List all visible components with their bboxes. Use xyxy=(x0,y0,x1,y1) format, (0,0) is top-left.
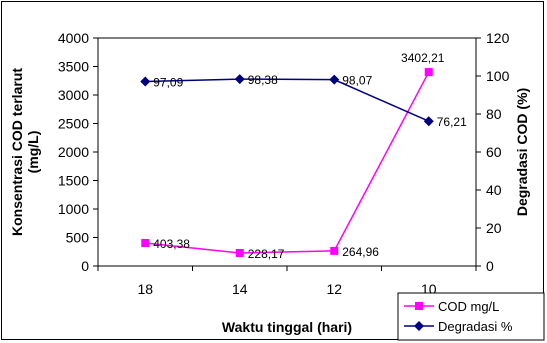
right-tick-label: 40 xyxy=(486,182,502,198)
data-label: 98,07 xyxy=(342,74,372,88)
left-tick-label: 2500 xyxy=(58,116,89,132)
data-labels: 403,38 228,17 264,96 3402,21 97,09 98,38 98,07… xyxy=(153,51,467,261)
right-axis: 0 20 40 60 80 100 120 xyxy=(476,30,510,274)
series-0-point xyxy=(141,239,150,248)
data-label: 403,38 xyxy=(153,237,190,251)
legend-marker-0 xyxy=(415,302,423,310)
x-axis: 18 14 12 10 xyxy=(97,266,477,297)
left-axis-title: Konsentrasi COD terlarut(mg/L) xyxy=(9,68,41,236)
left-tick-label: 1500 xyxy=(58,173,89,189)
right-tick-label: 100 xyxy=(486,68,510,84)
legend-marker-1 xyxy=(414,321,424,331)
left-tick-label: 2000 xyxy=(58,144,89,160)
legend-box xyxy=(397,292,545,341)
x-tick-label: 18 xyxy=(137,281,153,297)
data-label: 228,17 xyxy=(248,247,285,261)
right-tick-label: 60 xyxy=(486,144,502,160)
plot-frame xyxy=(97,37,477,267)
right-tick-label: 20 xyxy=(486,220,502,236)
series-layer xyxy=(140,68,434,257)
legend-label-1: Degradasi % xyxy=(438,319,513,334)
data-label: 3402,21 xyxy=(401,51,445,65)
right-tick-label: 120 xyxy=(486,30,510,46)
series-1-point xyxy=(140,76,151,87)
series-1-point xyxy=(234,74,245,85)
plot-area xyxy=(97,37,477,267)
right-tick-label: 80 xyxy=(486,106,502,122)
left-axis-title-line: (mg/L) xyxy=(25,131,41,174)
right-axis-title: Degradasi COD (%) xyxy=(514,88,530,216)
series-line-0 xyxy=(145,71,430,254)
left-axis-title-line: Konsentrasi COD terlarut xyxy=(9,68,25,236)
legend: COD mg/L Degradasi % xyxy=(397,292,545,341)
series-0-point xyxy=(235,248,244,257)
right-tick-label: 0 xyxy=(486,258,494,274)
left-tick-label: 500 xyxy=(66,230,90,246)
x-tick-label: 14 xyxy=(232,281,248,297)
series-1-point xyxy=(329,74,340,85)
data-label: 98,38 xyxy=(248,73,278,87)
legend-label-0: COD mg/L xyxy=(438,299,499,314)
data-label: 97,09 xyxy=(153,76,183,90)
x-axis-title: Waktu tinggal (hari) xyxy=(222,319,352,335)
series-0-point xyxy=(424,68,433,77)
x-tick-label: 12 xyxy=(326,281,342,297)
left-axis: 0 500 1000 1500 2000 2500 3000 3500 4000 xyxy=(58,30,98,274)
left-tick-label: 3500 xyxy=(58,59,89,75)
left-tick-label: 0 xyxy=(81,258,89,274)
series-1-point xyxy=(423,116,434,127)
series-line-1 xyxy=(145,78,430,122)
left-tick-label: 4000 xyxy=(58,30,89,46)
left-tick-label: 3000 xyxy=(58,87,89,103)
data-label: 76,21 xyxy=(437,115,467,129)
left-tick-label: 1000 xyxy=(58,201,89,217)
data-label: 264,96 xyxy=(342,245,379,259)
series-0-point xyxy=(330,246,339,255)
